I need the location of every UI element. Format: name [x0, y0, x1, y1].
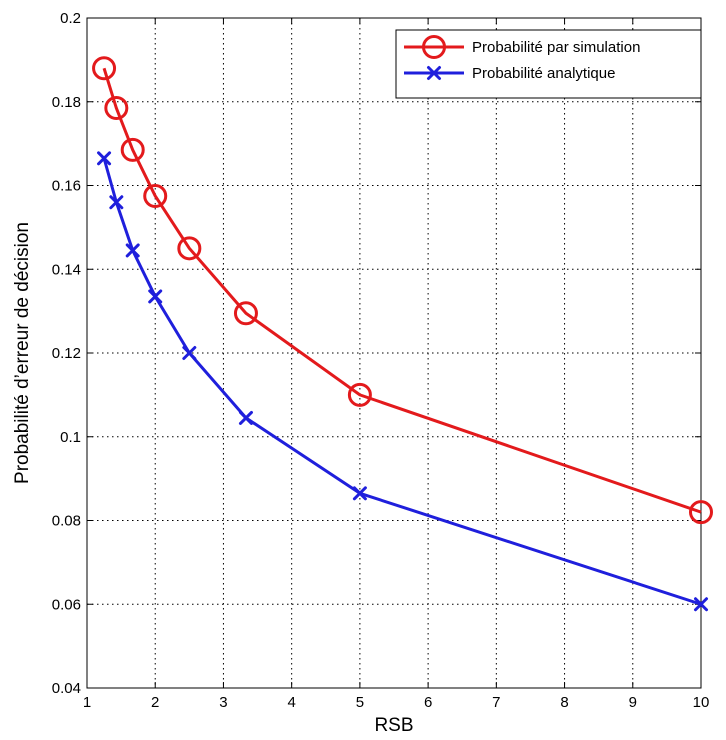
x-marker-stroke [427, 66, 441, 80]
y-tick-label: 0.14 [52, 261, 81, 278]
data-point [694, 597, 708, 612]
legend-label: Probabilité analytique [472, 65, 615, 82]
grid [87, 18, 701, 688]
x-tick-label: 5 [356, 694, 364, 711]
x-axis-label: RSB [374, 715, 413, 736]
ticks: 1 2 3 4 5 6 7 8 9 10 0.04 0.06 0.08 0.1 0.12 0.14 0.16 0.… [52, 10, 710, 711]
x-tick-label: 2 [151, 694, 159, 711]
x-tick-label: 1 [83, 694, 91, 711]
legend-label: Probabilité par simulation [472, 39, 640, 56]
series-line [102, 67, 702, 514]
data-point [689, 500, 713, 525]
x-tick-label: 10 [693, 694, 710, 711]
x-marker-stroke [97, 151, 112, 166]
x-marker-stroke [182, 346, 197, 360]
legend-entry: Probabilité analytique [404, 65, 615, 82]
data-point [92, 56, 117, 81]
x-marker-stroke [148, 289, 163, 304]
legend-entry: Probabilité par simulation [404, 35, 640, 59]
y-tick-label: 0.12 [52, 345, 81, 362]
y-tick-label: 0.06 [52, 596, 81, 613]
x-tick-label: 4 [287, 694, 295, 711]
x-tick-label: 8 [560, 694, 568, 711]
plot-background [87, 18, 701, 688]
y-axis-label: Probabilité d’erreur de décision [12, 222, 33, 484]
x-marker-stroke [694, 597, 708, 612]
series-simulation [92, 56, 713, 525]
series-line [102, 157, 702, 606]
legend-marker [422, 35, 446, 59]
series-group [92, 56, 713, 612]
data-point [125, 243, 140, 258]
x-tick-label: 3 [219, 694, 227, 711]
data-point [104, 96, 129, 121]
x-tick-label: 6 [424, 694, 432, 711]
y-tick-label: 0.16 [52, 178, 81, 195]
y-tick-label: 0.1 [60, 429, 81, 446]
data-point [143, 183, 168, 208]
y-tick-label: 0.18 [52, 94, 81, 111]
x-marker-stroke [238, 410, 253, 425]
data-point [233, 301, 258, 326]
x-marker-stroke [352, 486, 367, 501]
x-tick-label: 9 [629, 694, 637, 711]
data-point [177, 236, 202, 261]
series-analytique [97, 151, 708, 612]
x-tick-label: 7 [492, 694, 500, 711]
y-tick-label: 0.04 [52, 680, 81, 697]
data-point [109, 195, 124, 210]
x-marker-stroke [125, 243, 140, 258]
data-point [352, 486, 367, 501]
x-marker-stroke [109, 195, 124, 210]
y-tick-label: 0.08 [52, 513, 81, 530]
data-point [120, 137, 145, 162]
data-point [148, 289, 163, 304]
legend: Probabilité par simulation Probabilité an… [395, 29, 702, 99]
data-point [97, 151, 112, 166]
data-point [347, 382, 372, 407]
data-point [238, 410, 253, 425]
y-tick-label: 0.2 [60, 10, 81, 27]
plot-frame [86, 17, 702, 689]
legend-marker [427, 66, 441, 80]
data-point [182, 346, 197, 360]
legend-box [395, 29, 702, 99]
